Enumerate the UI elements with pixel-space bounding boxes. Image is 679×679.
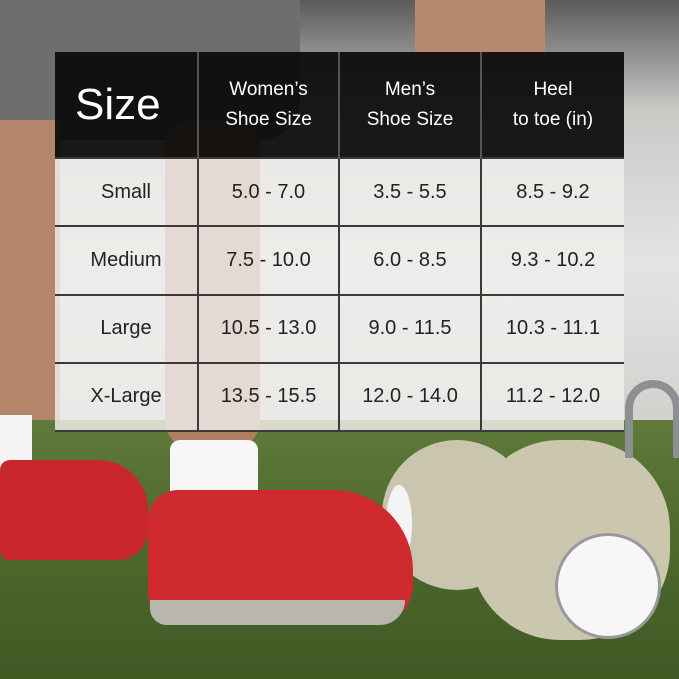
cell-heel-to-toe: 10.3 - 11.1 [480, 293, 624, 364]
leg-right [415, 0, 545, 60]
cell-size: X-Large [55, 361, 199, 433]
header-row: Size Women’s Shoe Size Men’s Shoe Size Hee… [55, 52, 624, 158]
cell-mens: 9.0 - 11.5 [338, 293, 482, 364]
cell-size: Small [55, 156, 199, 228]
table-row: Medium 7.5 - 10.0 6.0 - 8.5 9.3 - 10.2 [55, 225, 624, 296]
cell-heel-to-toe: 9.3 - 10.2 [480, 225, 624, 296]
cell-mens: 12.0 - 14.0 [338, 361, 482, 433]
header-mens-line2: Shoe Size [366, 108, 454, 130]
cell-size: Large [55, 293, 199, 364]
cell-womens: 10.5 - 13.0 [197, 293, 340, 364]
cell-mens: 6.0 - 8.5 [338, 225, 482, 296]
header-heel-line1: Heel [533, 78, 573, 100]
header-womens-line2: Shoe Size [225, 108, 312, 130]
cell-womens: 5.0 - 7.0 [197, 156, 340, 228]
size-chart-table: Size Women’s Shoe Size Men’s Shoe Size Hee… [55, 52, 624, 433]
table-row: Large 10.5 - 13.0 9.0 - 11.5 10.3 - 11.1 [55, 293, 624, 364]
header-heel-to-toe: Heel to toe (in) [481, 52, 624, 158]
cell-heel-to-toe: 8.5 - 9.2 [480, 156, 624, 228]
header-mens: Men’s Shoe Size [339, 52, 482, 158]
cell-womens: 13.5 - 15.5 [197, 361, 340, 433]
header-heel-line2: to toe (in) [512, 108, 594, 130]
header-size: Size [55, 52, 199, 158]
leg-left [0, 120, 60, 420]
header-womens-line1: Women’s [229, 78, 308, 100]
shoe-sole [150, 600, 405, 625]
table-row: X-Large 13.5 - 15.5 12.0 - 14.0 11.2 - 1… [55, 361, 624, 433]
header-womens: Women’s Shoe Size [198, 52, 340, 158]
kettlebell-handle [625, 380, 679, 458]
cell-womens: 7.5 - 10.0 [197, 225, 340, 296]
cell-mens: 3.5 - 5.5 [338, 156, 482, 228]
cell-size: Medium [55, 225, 199, 296]
header-mens-line1: Men’s [384, 78, 436, 100]
table-row: Small 5.0 - 7.0 3.5 - 5.5 8.5 - 9.2 [55, 156, 624, 228]
shoe-left [0, 460, 148, 560]
kettlebell-large-face [555, 533, 661, 639]
cell-heel-to-toe: 11.2 - 12.0 [480, 361, 624, 433]
